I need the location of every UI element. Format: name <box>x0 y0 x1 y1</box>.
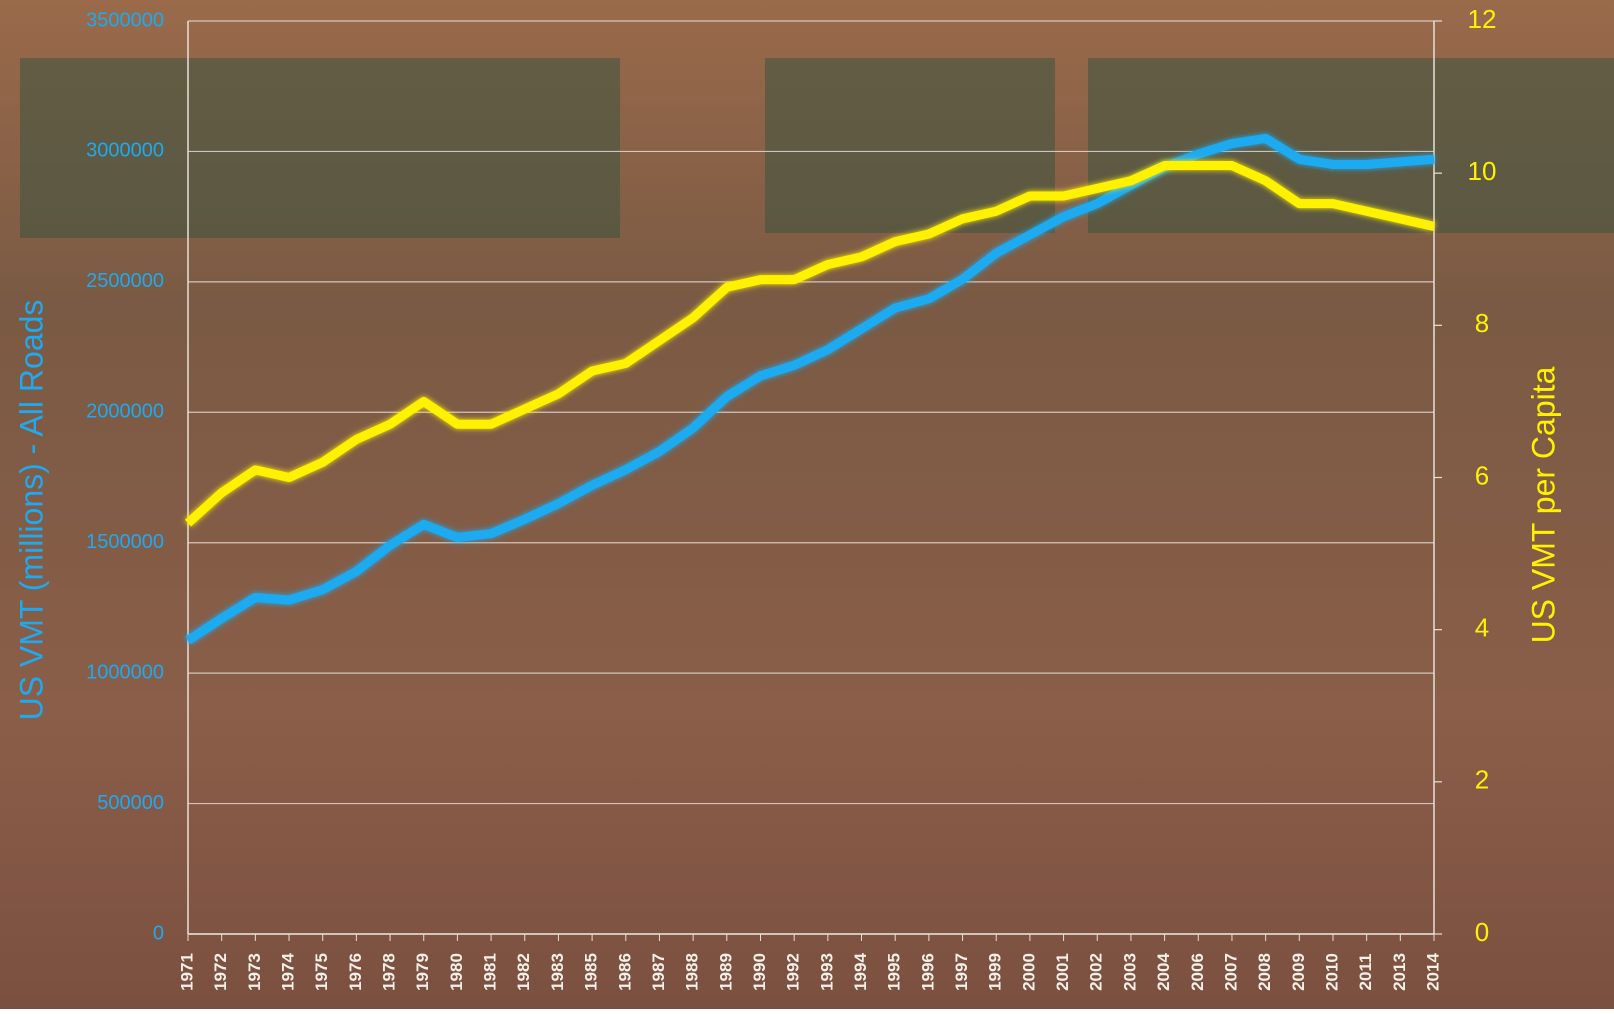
x-tick-label: 1987 <box>649 953 668 991</box>
x-tick-label: 2014 <box>1423 953 1442 991</box>
y-tick-label: 3500000 <box>86 9 164 31</box>
x-tick-label: 2011 <box>1356 954 1375 991</box>
x-tick-label: 2007 <box>1221 953 1240 991</box>
x-tick-label: 2009 <box>1289 953 1308 991</box>
x-tick-label: 1988 <box>683 953 702 991</box>
x-tick-label: 1974 <box>279 953 298 991</box>
x-tick-label: 1976 <box>346 953 365 991</box>
y-tick-label: 0 <box>153 922 164 944</box>
x-tick-label: 1997 <box>952 953 971 991</box>
y-tick-label: 3000000 <box>86 140 164 162</box>
x-tick-label: 1975 <box>312 953 331 991</box>
y-axis-title: US VMT (millions) - All Roads <box>13 300 49 721</box>
y2-tick-label: 6 <box>1475 460 1489 490</box>
x-tick-label: 1999 <box>986 953 1005 991</box>
x-tick-label: 2000 <box>1019 953 1038 991</box>
x-tick-label: 2008 <box>1255 953 1274 991</box>
x-tick-label: 1996 <box>918 953 937 991</box>
y2-tick-label: 0 <box>1475 917 1489 947</box>
y2-tick-label: 10 <box>1468 156 1497 186</box>
x-tick-label: 1971 <box>177 953 196 991</box>
road-sign <box>20 58 620 238</box>
x-tick-label: 1983 <box>548 953 567 991</box>
x-tick-label: 1994 <box>851 953 870 991</box>
x-tick-label: 2003 <box>1120 953 1139 991</box>
y2-tick-label: 4 <box>1475 613 1489 643</box>
x-tick-label: 1986 <box>615 953 634 991</box>
x-tick-label: 1990 <box>750 953 769 991</box>
y-tick-label: 500000 <box>97 792 164 814</box>
series-line <box>184 161 1435 527</box>
x-tick-label: 2010 <box>1322 953 1341 991</box>
x-tick-label: 2004 <box>1154 953 1173 991</box>
x-tick-label: 1993 <box>817 953 836 991</box>
y-tick-label: 2000000 <box>86 401 164 423</box>
y2-tick-label: 8 <box>1475 308 1489 338</box>
x-tick-label: 2001 <box>1053 953 1072 991</box>
x-tick-label: 2013 <box>1390 953 1409 991</box>
x-tick-label: 1972 <box>211 953 230 991</box>
x-tick-label: 1978 <box>380 953 399 991</box>
x-tick-label: 1979 <box>413 953 432 991</box>
x-tick-label: 1992 <box>784 953 803 991</box>
series-line <box>185 133 1435 645</box>
x-tick-label: 1980 <box>447 953 466 991</box>
y2-tick-label: 12 <box>1468 4 1497 34</box>
y-tick-label: 1000000 <box>86 661 164 683</box>
x-tick-label: 1995 <box>885 953 904 991</box>
y2-axis-title: US VMT per Capita <box>1525 366 1561 643</box>
x-tick-label: 1973 <box>245 953 264 991</box>
x-tick-label: 1981 <box>481 953 500 991</box>
y-tick-label: 1500000 <box>86 531 164 553</box>
y-tick-label: 2500000 <box>86 270 164 292</box>
x-tick-label: 2006 <box>1188 953 1207 991</box>
y2-tick-label: 2 <box>1475 765 1489 795</box>
x-tick-label: 1985 <box>582 953 601 991</box>
x-tick-label: 2002 <box>1087 953 1106 991</box>
x-tick-label: 1982 <box>514 953 533 991</box>
x-tick-label: 1989 <box>716 953 735 991</box>
